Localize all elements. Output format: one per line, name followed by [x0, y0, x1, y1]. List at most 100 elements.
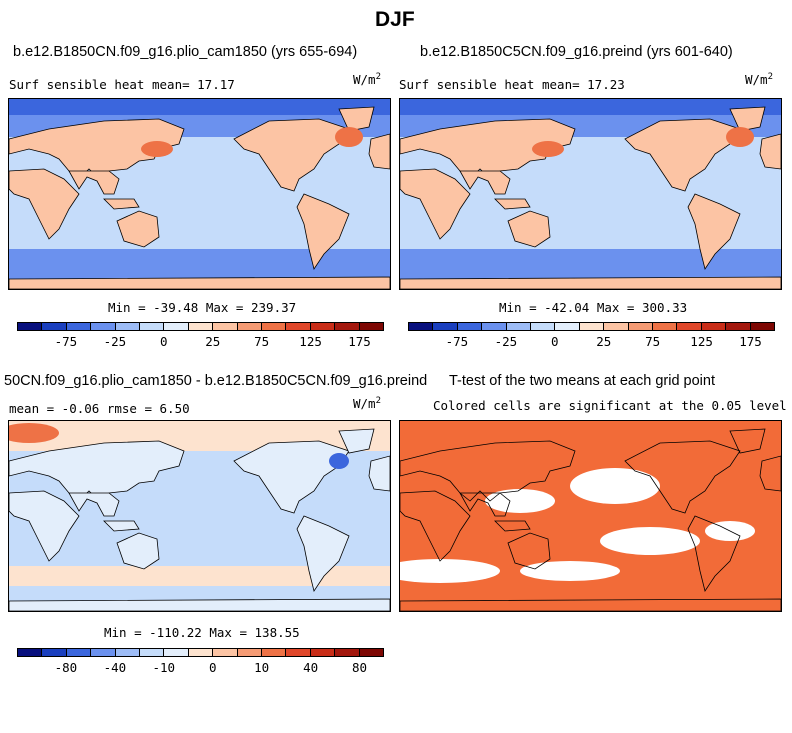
colorbar-tick-label: 0 — [160, 334, 168, 349]
colorbar-tick-label: 175 — [739, 334, 762, 349]
landmass — [296, 515, 350, 592]
colorbar-tick-label: 0 — [208, 660, 217, 675]
warm-band — [9, 566, 390, 586]
panel1-units: W/m2 — [353, 72, 381, 88]
colorbar-swatch — [91, 649, 116, 656]
colorbar-swatch — [262, 323, 287, 330]
colorbar-tick-label: 80 — [352, 660, 368, 675]
colorbar-swatch — [335, 323, 360, 330]
colorbar-swatch — [115, 649, 141, 656]
colorbar-swatch — [18, 323, 43, 330]
coastline — [624, 440, 741, 514]
colorbar-swatch — [188, 323, 214, 330]
colorbar-swatch — [726, 323, 751, 330]
colorbar-swatch — [188, 649, 214, 656]
colorbar-tick-label: 0 — [551, 334, 559, 349]
colorbar-swatch — [579, 323, 605, 330]
diff-hotspot — [9, 423, 59, 443]
colorbar-tick-label: 40 — [303, 660, 319, 675]
colorbar-swatch — [66, 323, 92, 330]
colorbar-swatch — [506, 323, 532, 330]
colorbar-swatch — [433, 323, 458, 330]
landmass — [9, 118, 185, 180]
colorbar-tick-label: 75 — [254, 334, 270, 349]
colorbar-swatch — [140, 649, 165, 656]
landmass — [400, 168, 471, 240]
panel4-map — [399, 420, 782, 612]
panel3-min-max: Min = -110.22 Max = 138.55 — [104, 625, 300, 640]
panel2-case-title: b.e12.B1850C5CN.f09_g16.preind (yrs 601-… — [420, 44, 733, 60]
panel4-title: T-test of the two means at each grid poi… — [449, 373, 715, 389]
panel3-case-title: 50CN.f09_g16.plio_cam1850 - b.e12.B1850C… — [4, 373, 428, 389]
colorbar-swatch — [310, 323, 336, 330]
colorbar-tick-label: 25 — [205, 334, 221, 349]
colorbar-swatch — [66, 649, 92, 656]
colorbar-swatch — [115, 323, 141, 330]
coastline — [507, 532, 551, 570]
colorbar-swatch — [359, 323, 384, 330]
colorbar-swatch — [359, 649, 384, 656]
landmass — [338, 428, 375, 454]
heat-hotspot — [726, 127, 754, 147]
landmass — [68, 492, 120, 517]
significant-region — [400, 421, 781, 611]
panel3-map — [8, 420, 391, 612]
colorbar-swatch — [164, 323, 189, 330]
landmass — [116, 210, 160, 248]
landmass — [9, 276, 390, 289]
colorbar-tick-label: -10 — [152, 660, 176, 675]
heat-hotspot — [532, 141, 564, 157]
panel1-colorbar — [17, 322, 384, 331]
landmass — [400, 276, 781, 289]
panel2-variable-mean: Surf sensible heat mean= 17.23 — [399, 77, 625, 92]
colorbar-swatch — [286, 323, 311, 330]
colorbar-tick-label: -40 — [103, 660, 127, 675]
panel1-variable-mean: Surf sensible heat mean= 17.17 — [9, 77, 235, 92]
colorbar-swatch — [531, 323, 556, 330]
landmass — [494, 198, 531, 210]
panel3-colorbar — [17, 648, 384, 657]
heat-hotspot — [141, 141, 173, 157]
coastline — [494, 520, 531, 532]
colorbar-swatch — [164, 649, 189, 656]
landmass — [459, 170, 511, 195]
colorbar-tick-label: -25 — [103, 334, 127, 349]
landmass — [759, 133, 781, 170]
landmass — [9, 168, 80, 240]
diff-coldspot — [329, 453, 349, 469]
colorbar-swatch — [237, 649, 263, 656]
colorbar-swatch — [750, 323, 775, 330]
panel3-units: W/m2 — [353, 396, 381, 412]
coastline — [400, 598, 781, 611]
colorbar-tick-label: 75 — [645, 334, 661, 349]
colorbar-swatch — [262, 649, 287, 656]
panel3-mean-rmse: mean = -0.06 rmse = 6.50 — [9, 401, 190, 416]
non-significant-region — [520, 561, 620, 581]
landmass — [9, 490, 80, 562]
colorbar-swatch — [286, 649, 311, 656]
colorbar-swatch — [18, 649, 43, 656]
landmass — [687, 193, 741, 270]
colorbar-swatch — [237, 323, 263, 330]
landmass — [9, 598, 390, 611]
non-significant-region — [570, 468, 660, 504]
colorbar-swatch — [482, 323, 507, 330]
colorbar-tick-label: 125 — [299, 334, 322, 349]
colorbar-swatch — [628, 323, 654, 330]
colorbar-swatch — [213, 323, 238, 330]
colorbar-tick-label: -75 — [445, 334, 469, 349]
colorbar-swatch — [555, 323, 580, 330]
colorbar-tick-label: 25 — [596, 334, 612, 349]
colorbar-swatch — [604, 323, 629, 330]
colorbar-swatch — [457, 323, 483, 330]
colorbar-swatch — [42, 649, 67, 656]
landmass — [729, 106, 766, 132]
coastline — [400, 490, 471, 562]
non-significant-region — [600, 527, 700, 555]
colorbar-swatch — [42, 323, 67, 330]
landmass — [68, 170, 120, 195]
panel2-units: W/m2 — [745, 72, 773, 88]
colorbar-swatch — [310, 649, 336, 656]
colorbar-swatch — [335, 649, 360, 656]
landmass — [9, 440, 185, 502]
